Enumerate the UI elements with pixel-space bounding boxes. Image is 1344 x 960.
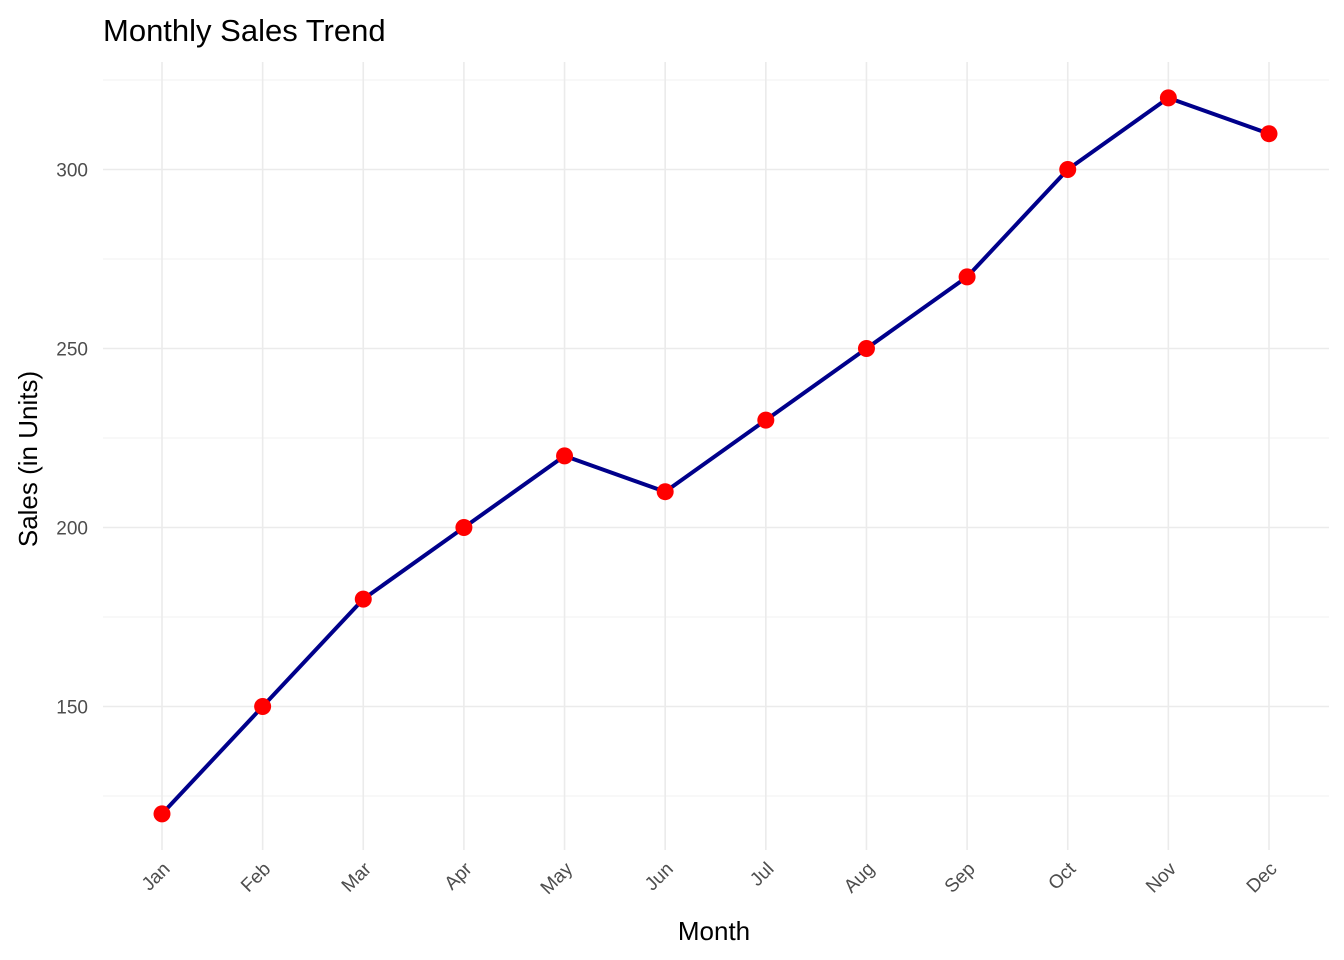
data-point <box>1260 125 1278 143</box>
data-point <box>1059 161 1077 178</box>
data-point <box>254 698 272 715</box>
x-tick-label: Mar <box>338 858 376 896</box>
data-point <box>556 447 574 465</box>
data-point <box>153 805 171 823</box>
minor-gridlines <box>103 79 1329 797</box>
data-point <box>354 590 372 608</box>
x-tick-label: Aug <box>840 859 879 898</box>
y-axis-tick-labels: 150 200 250 300 <box>56 161 88 719</box>
data-point <box>757 411 775 429</box>
y-tick-label: 250 <box>56 340 88 361</box>
data-point <box>455 519 473 536</box>
y-tick-label: 200 <box>56 519 88 540</box>
x-tick-label: Jul <box>746 859 778 891</box>
x-tick-label: Jun <box>641 859 678 896</box>
x-tick-label: Jan <box>138 859 175 896</box>
x-axis-tick-labels: Jan Feb Mar Apr May Jun Jul Aug Sep Oct Nov Dec <box>138 858 1282 899</box>
data-points <box>153 89 1278 823</box>
x-axis-title: Month <box>678 916 750 946</box>
x-tick-label: Nov <box>1142 858 1181 897</box>
x-tick-label: Feb <box>237 859 275 897</box>
chart-title: Monthly Sales Trend <box>103 13 386 48</box>
series-line <box>160 95 1271 816</box>
y-axis-title: Sales (in Units) <box>13 371 43 547</box>
x-tick-label: Oct <box>1045 858 1081 894</box>
data-point <box>857 340 875 357</box>
x-tick-label: May <box>537 858 578 899</box>
y-tick-label: 150 <box>56 698 88 719</box>
x-tick-label: Sep <box>941 859 980 898</box>
data-point <box>656 483 674 501</box>
x-tick-label: Apr <box>441 858 477 894</box>
x-tick-label: Dec <box>1243 859 1282 898</box>
data-point <box>1159 89 1177 107</box>
y-tick-label: 300 <box>56 161 88 182</box>
data-point <box>958 268 976 286</box>
